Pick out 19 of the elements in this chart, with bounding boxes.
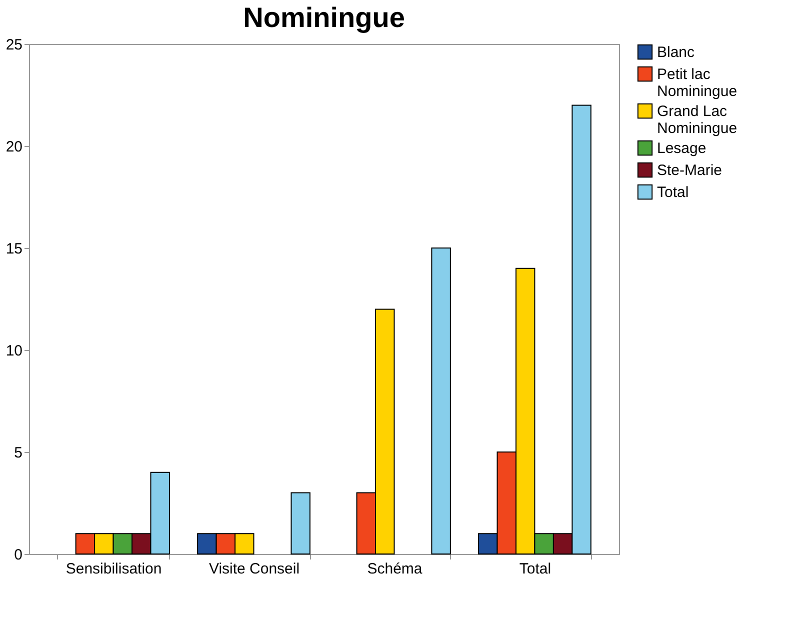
x-tick-label: Sensibilisation bbox=[66, 560, 162, 578]
x-tick-label: Total bbox=[519, 560, 552, 578]
y-tick-label: 10 bbox=[6, 342, 22, 360]
legend-label: Blanc bbox=[657, 44, 696, 61]
chart-title: Nominingue bbox=[243, 2, 405, 33]
y-tick-label: 20 bbox=[6, 138, 22, 156]
bar bbox=[431, 248, 451, 554]
y-tick-label: 0 bbox=[14, 546, 22, 564]
y-tick-label: 15 bbox=[6, 240, 22, 258]
x-tick-label: Schéma bbox=[367, 560, 423, 578]
bar bbox=[290, 492, 310, 554]
x-tick-label: Visite Conseil bbox=[208, 560, 300, 578]
legend-label: Ste-Marie bbox=[657, 162, 722, 179]
legend-label: Total bbox=[657, 184, 689, 201]
legend-label: Lesage bbox=[657, 140, 706, 157]
y-tick-label: 25 bbox=[6, 36, 22, 54]
y-tick-label: 5 bbox=[14, 444, 22, 462]
legend-label: Grand Lac Nominingue bbox=[657, 103, 738, 137]
legend-label: Petit lac Nominingue bbox=[657, 66, 738, 100]
